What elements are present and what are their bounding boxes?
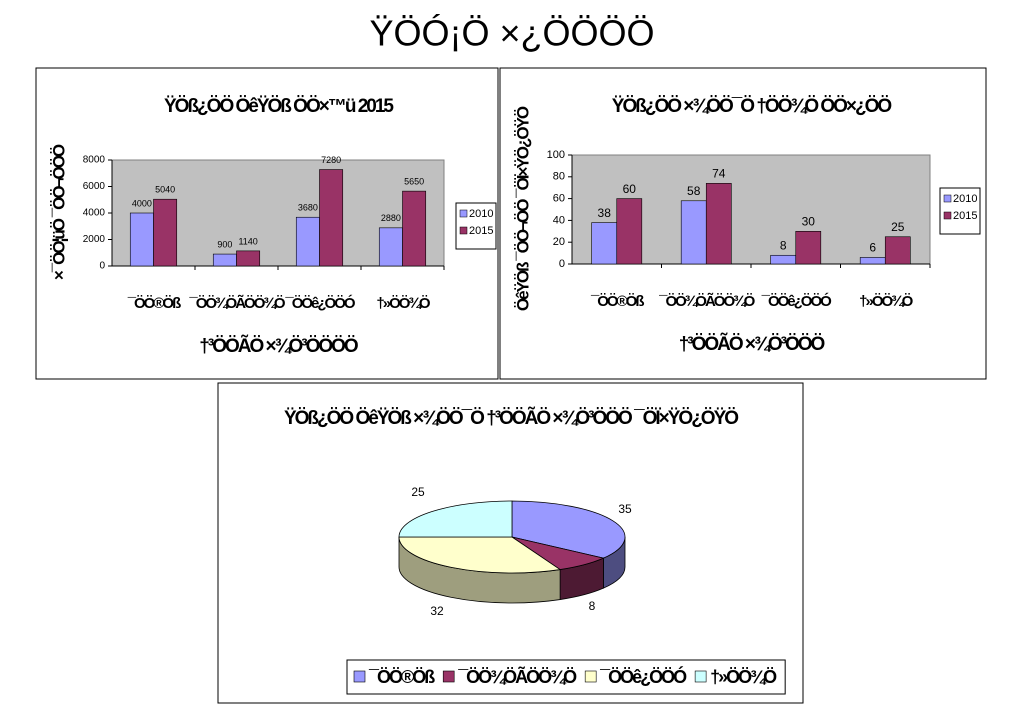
data-label: 25 <box>891 220 905 234</box>
legend-frame <box>346 659 786 695</box>
y-tick-label: 80 <box>553 171 565 183</box>
pie-slice <box>398 536 562 604</box>
x-axis-title: †³ÖÖÃÖ ×¾Ö³ÖÖÖ <box>679 333 825 355</box>
x-axis-title: †³ÖÖÃÖ ×¾Ö³ÖÖÖÖ <box>199 335 358 357</box>
legend-swatch <box>584 670 597 683</box>
bar <box>402 190 427 267</box>
x-tick-label: ¯ÖÖ®Öß <box>590 293 644 310</box>
bar <box>616 198 643 265</box>
y-axis-title: ÖêŸÖß ¯ÖÖ¬ÖÖ ¯ÖÏ×ŸÖ¿ÖŸÖ <box>513 106 532 311</box>
y-tick-label: 0 <box>559 258 565 270</box>
y-tick-label: 100 <box>547 149 565 161</box>
y-tick-label: 6000 <box>83 181 106 192</box>
data-label: 74 <box>712 167 726 181</box>
data-label: 7280 <box>321 155 341 165</box>
chart-title: ŸÖß¿ÖÖ ÖêŸÖß ×¾ÖÖ¯Ö †³ÖÖÃÖ ×¾Ö³ÖÖÖ ¯ÖÏ×Ÿ… <box>284 407 738 429</box>
bar <box>859 257 886 265</box>
pie-slice <box>511 500 626 589</box>
data-label: 8 <box>589 599 596 613</box>
legend-label: ¯ÖÖ®Öß <box>368 667 435 687</box>
legend-label: 2010 <box>953 193 977 205</box>
legend-label: †»ÖÖ¾Ö <box>710 667 777 687</box>
legend-swatch <box>353 670 366 683</box>
bar <box>770 254 797 265</box>
data-label: 2880 <box>381 213 401 223</box>
y-axis-title: ×¯ÖÖ¦üÖ ¯ÖÖ¬ÖÖÖ <box>49 144 68 280</box>
page-title: ŸÖÓ¡Ö ×¿ÖÖÖÖ <box>369 13 654 54</box>
pie-top <box>398 500 513 538</box>
pie-slice <box>398 500 513 538</box>
bar <box>129 212 154 267</box>
chart-title: ŸÖß¿ÖÖ ×¾ÖÖ¯Ö †ÖÖ¾Ö ÖÖ×¿ÖÖ <box>612 96 892 117</box>
data-label: 35 <box>618 502 632 516</box>
y-tick-label: 20 <box>553 236 565 248</box>
x-tick-label: †»ÖÖ¾Ö <box>376 295 431 312</box>
bar <box>591 222 618 265</box>
data-label: 5040 <box>155 185 175 195</box>
data-label: 4000 <box>132 198 152 208</box>
data-label: 60 <box>623 182 637 196</box>
legend-label: 2015 <box>469 225 493 237</box>
data-label: 900 <box>217 239 232 249</box>
bar <box>153 198 178 267</box>
data-label: 5650 <box>404 177 424 187</box>
y-tick-label: 40 <box>553 214 565 226</box>
data-label: 6 <box>869 241 876 255</box>
bar <box>378 227 403 267</box>
data-label: 1140 <box>238 236 257 246</box>
legend-swatch <box>943 211 952 220</box>
legend-label: ¯ÖÖ¾ÖÃÖÖ¾Ö <box>457 666 577 687</box>
bar <box>680 200 707 265</box>
legend-swatch <box>442 670 455 683</box>
data-label: 8 <box>780 238 787 252</box>
legend-swatch <box>694 670 707 683</box>
x-tick-label: ¯ÖÖ¾ÖÃÖÖ¾Ö <box>188 294 285 312</box>
legend-label: 2015 <box>953 210 977 222</box>
bar <box>795 231 822 265</box>
x-tick-label: ¯ÖÖ¾ÖÃÖÖ¾Ö <box>658 292 755 310</box>
bar <box>212 253 237 267</box>
data-label: 58 <box>687 184 701 198</box>
legend-swatch <box>943 194 952 203</box>
pie-top <box>511 500 626 559</box>
data-label: 30 <box>802 214 816 228</box>
x-tick-label: ¯ÖÖê¿ÖÖÓ <box>761 292 832 310</box>
pie-top <box>398 536 562 574</box>
x-tick-label: ¯ÖÖ®Öß <box>127 295 181 312</box>
legend-swatch <box>459 226 468 235</box>
legend-swatch <box>459 209 468 218</box>
data-label: 32 <box>430 604 444 618</box>
x-tick-label: †»ÖÖ¾Ö <box>859 293 914 310</box>
y-tick-label: 0 <box>99 261 105 272</box>
bar <box>295 216 320 267</box>
y-tick-label: 60 <box>553 193 565 205</box>
y-tick-label: 4000 <box>83 208 106 219</box>
bar <box>705 183 732 265</box>
data-label: 38 <box>598 206 612 220</box>
legend-label: 2010 <box>469 208 493 220</box>
data-label: 25 <box>411 485 425 499</box>
data-label: 3680 <box>298 203 318 213</box>
chart-title: ŸÖß¿ÖÖ ÖêŸÖß ÖÖ×™ü 2015 <box>164 96 394 117</box>
y-tick-label: 2000 <box>83 234 106 245</box>
bar <box>884 236 911 265</box>
y-tick-label: 8000 <box>83 155 106 166</box>
x-tick-label: ¯ÖÖê¿ÖÖÓ <box>284 294 355 312</box>
legend-label: ¯ÖÖê¿ÖÖÓ <box>599 666 687 687</box>
bar <box>236 250 261 267</box>
bar <box>319 169 344 267</box>
